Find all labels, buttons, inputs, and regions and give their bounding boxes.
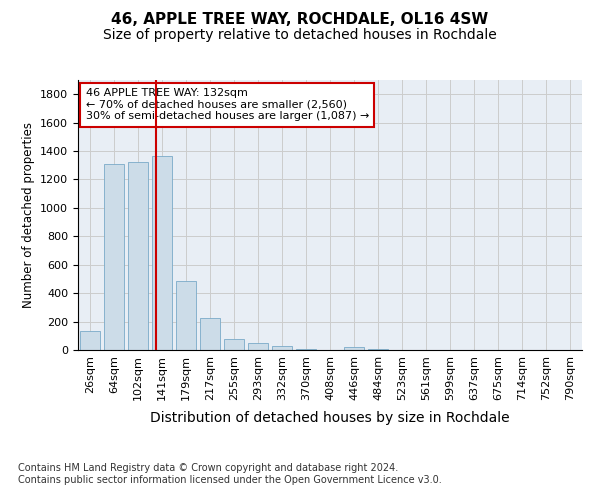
Y-axis label: Number of detached properties: Number of detached properties (22, 122, 35, 308)
Bar (152, 156, 172, 350)
Bar (296, 348, 316, 350)
Bar (176, 281, 196, 350)
Bar (80, 331, 100, 350)
Bar (368, 348, 388, 350)
Text: 46, APPLE TREE WAY, ROCHDALE, OL16 4SW: 46, APPLE TREE WAY, ROCHDALE, OL16 4SW (112, 12, 488, 28)
Text: 46 APPLE TREE WAY: 132sqm
← 70% of detached houses are smaller (2,560)
30% of se: 46 APPLE TREE WAY: 132sqm ← 70% of detac… (86, 88, 369, 122)
Bar (248, 343, 268, 350)
Bar (344, 347, 364, 350)
Bar (200, 318, 220, 350)
Text: Size of property relative to detached houses in Rochdale: Size of property relative to detached ho… (103, 28, 497, 42)
Bar (104, 164, 124, 350)
Bar (128, 162, 148, 350)
Bar (272, 346, 292, 350)
Text: Contains HM Land Registry data © Crown copyright and database right 2024.
Contai: Contains HM Land Registry data © Crown c… (18, 464, 442, 485)
X-axis label: Distribution of detached houses by size in Rochdale: Distribution of detached houses by size … (150, 411, 510, 425)
Bar (224, 338, 244, 350)
